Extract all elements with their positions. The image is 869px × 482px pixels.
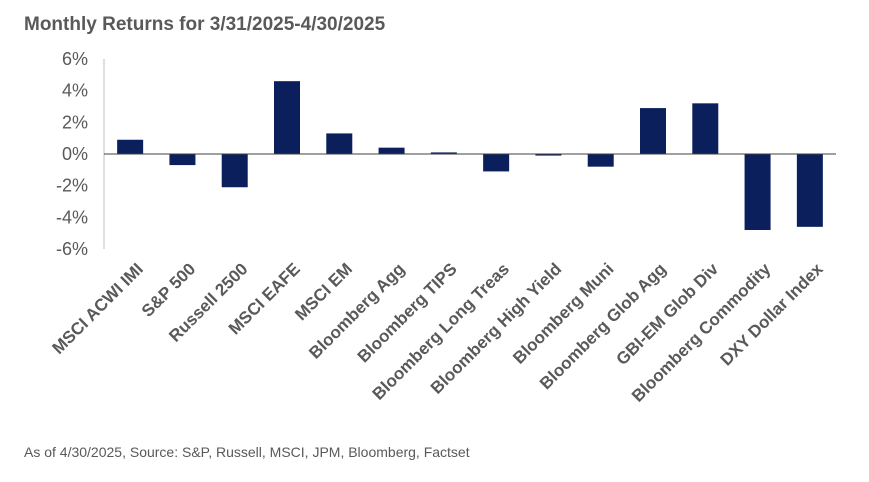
y-tick-label: 0% [62,144,88,164]
bar [483,154,510,172]
bar [744,154,771,230]
bars [117,81,823,230]
chart-title: Monthly Returns for 3/31/2025-4/30/2025 [24,14,386,35]
bar [378,147,405,154]
y-tick-label: -4% [56,207,88,227]
y-tick-label: 4% [62,81,88,101]
bar [796,154,823,227]
source-footnote: As of 4/30/2025, Source: S&P, Russell, M… [24,444,470,460]
y-tick-labels: 6% 4% 2% 0% -2% -4% -6% [56,49,88,259]
bar [640,108,666,154]
bar [692,103,719,154]
category-label: Bloomberg Agg [305,259,408,362]
bar [587,154,614,167]
category-label: MSCI ACWI IMI [49,259,147,357]
category-label: Bloomberg TIPS [354,259,461,366]
bar [535,154,562,156]
y-tick-label: -2% [56,176,88,196]
bar [221,154,248,188]
bar [430,152,457,154]
bar [274,81,300,154]
bar [169,154,196,166]
bar [326,133,353,154]
y-tick-label: -6% [56,239,88,259]
y-tick-label: 6% [62,49,88,69]
y-tick-label: 2% [62,112,88,132]
bar [117,139,144,154]
category-label: DXY Dollar Index [717,259,827,369]
